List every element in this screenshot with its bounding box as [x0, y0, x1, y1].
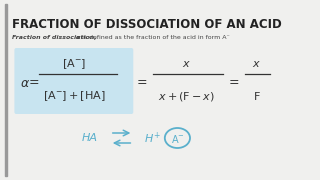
Text: α: α [76, 35, 80, 40]
Bar [4, 4, 7, 176]
Text: $x$: $x$ [252, 59, 261, 69]
Text: HA: HA [82, 133, 98, 143]
FancyBboxPatch shape [14, 48, 133, 114]
Text: Fraction of dissociation,: Fraction of dissociation, [12, 35, 96, 40]
Text: is defined as the fraction of the acid in form A⁻: is defined as the fraction of the acid i… [80, 35, 230, 40]
Text: =: = [29, 76, 39, 89]
Text: $\mathrm{F}$: $\mathrm{F}$ [253, 90, 260, 102]
Text: =: = [229, 76, 239, 89]
Text: FRACTION OF DISSOCIATION OF AN ACID: FRACTION OF DISSOCIATION OF AN ACID [12, 18, 282, 31]
Text: $x + (\mathrm{F} - x)$: $x + (\mathrm{F} - x)$ [158, 89, 215, 102]
Text: $\mathrm{A}^{-}$: $\mathrm{A}^{-}$ [171, 133, 184, 145]
Text: H$^+$: H$^+$ [144, 130, 162, 146]
Text: $[\mathrm{A}^{-}]$: $[\mathrm{A}^{-}]$ [62, 57, 86, 71]
Text: =: = [137, 76, 148, 89]
Text: $[\mathrm{A}^{-}] + [\mathrm{HA}]$: $[\mathrm{A}^{-}] + [\mathrm{HA}]$ [43, 89, 105, 103]
Text: $\alpha$: $\alpha$ [20, 76, 30, 89]
Text: $x$: $x$ [182, 59, 191, 69]
